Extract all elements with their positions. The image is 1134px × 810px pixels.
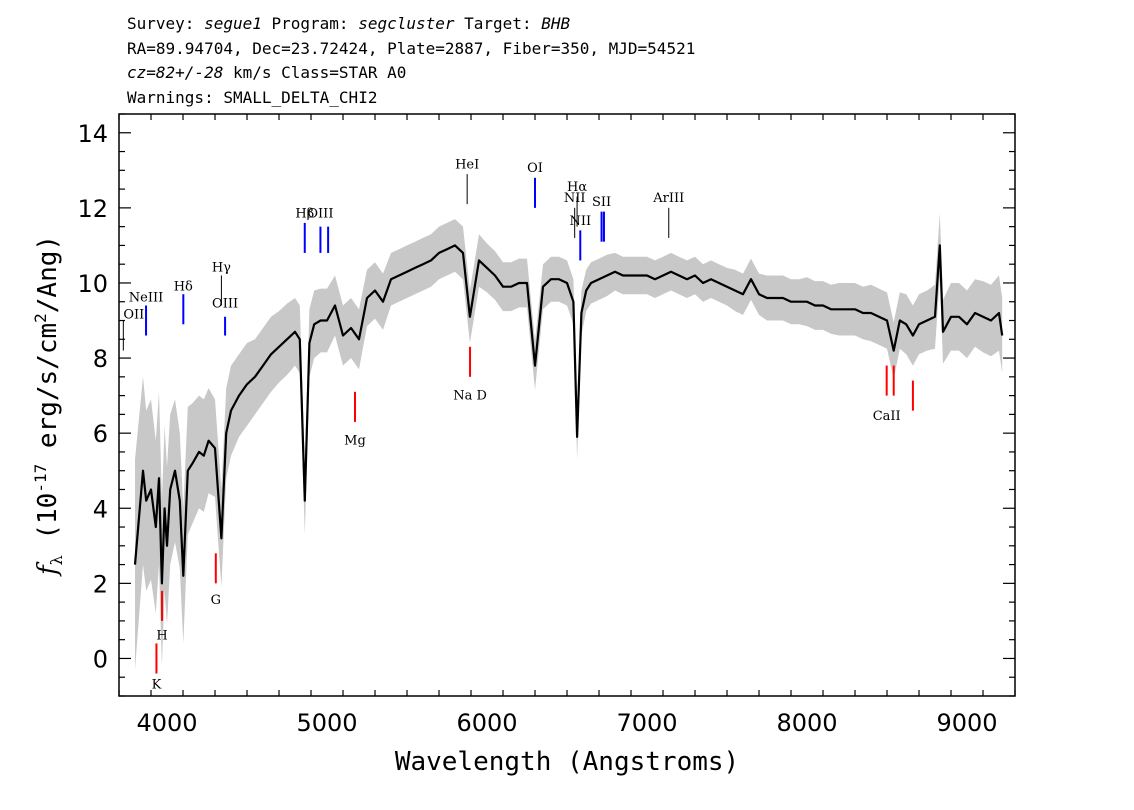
line-label-hγ: Hγ xyxy=(212,261,231,276)
y-axis-label-prefix xyxy=(33,540,63,556)
x-tick-label: 7000 xyxy=(616,709,677,737)
target-label: Target: xyxy=(454,14,542,33)
header-line-survey: Survey: segue1 Program: segcluster Targe… xyxy=(127,12,695,37)
y-tick-label: 2 xyxy=(93,570,108,598)
x-axis-label: Wavelength (Angstroms) xyxy=(395,747,739,777)
y-tick-label: 8 xyxy=(93,345,108,373)
line-label-na-d: Na D xyxy=(453,388,487,403)
y-axis-label-unit-a: (10 xyxy=(33,493,63,540)
y-axis-ticks: 0 2 4 6 8 10 12 14 xyxy=(77,113,1015,697)
line-label-ariii: ArIII xyxy=(652,191,684,206)
flux-series-line xyxy=(133,244,1004,585)
line-label-g: G xyxy=(211,593,221,608)
program-value: segcluster xyxy=(358,14,455,33)
x-tick-label: 5000 xyxy=(296,709,357,737)
line-label-mg: Mg xyxy=(344,433,366,448)
survey-label: Survey: xyxy=(127,14,205,33)
error-band-layer xyxy=(135,213,1003,670)
svg-text:fλ (10-17 erg/s/cm2/Ang): fλ (10-17 erg/s/cm2/Ang) xyxy=(31,235,66,577)
program-label: Program: xyxy=(261,14,359,33)
line-label-sii: SII xyxy=(592,195,611,210)
line-label-hβ: Hβ xyxy=(295,206,314,221)
x-tick-label: 4000 xyxy=(136,709,197,737)
line-label-oiii: OIII xyxy=(212,296,238,311)
y-axis-label-exp: -17 xyxy=(31,464,50,493)
line-label-hδ: Hδ xyxy=(174,279,193,294)
x-tick-label: 9000 xyxy=(936,709,997,737)
line-label-oiii: OIII xyxy=(307,206,333,221)
x-tick-label: 8000 xyxy=(776,709,837,737)
redshift-value: cz=82+/-28 xyxy=(127,63,224,82)
y-axis-symbol-sub: λ xyxy=(47,555,66,565)
x-axis-ticks: 4000 5000 6000 7000 8000 9000 xyxy=(118,114,1016,737)
line-label-nii: NII xyxy=(564,191,586,206)
y-axis-label-unit-b: erg/s/cm xyxy=(33,323,63,464)
y-tick-label: 12 xyxy=(77,195,108,223)
y-tick-label: 6 xyxy=(93,420,108,448)
line-label-oii: OII xyxy=(123,308,144,323)
flux-layer xyxy=(133,244,1004,585)
line-label-hα: Hα xyxy=(567,180,587,195)
y-tick-label: 0 xyxy=(93,645,108,673)
y-tick-label: 10 xyxy=(77,270,108,298)
target-value: BHB xyxy=(541,14,571,33)
line-label-neiii: NeIII xyxy=(129,291,163,306)
line-label-k: K xyxy=(152,677,162,692)
class-text: km/s Class=STAR A0 xyxy=(223,63,407,82)
x-tick-label: 6000 xyxy=(456,709,517,737)
header-line-warnings: Warnings: SMALL_DELTA_CHI2 xyxy=(127,87,378,107)
line-label-h: H xyxy=(156,629,167,644)
line-label-oi: OI xyxy=(527,161,543,176)
y-tick-label: 14 xyxy=(77,120,108,148)
y-axis-label: fλ (10-17 erg/s/cm2/Ang) xyxy=(31,235,66,577)
survey-value: segue1 xyxy=(204,14,262,33)
y-axis-label-exp2: 2 xyxy=(31,313,50,323)
y-axis-label-unit-c: /Ang) xyxy=(33,235,63,313)
spectrum-header: Survey: segue1 Program: segcluster Targe… xyxy=(127,12,695,110)
header-line-coordinates: RA=89.94704, Dec=23.72424, Plate=2887, F… xyxy=(127,38,696,58)
line-label-caii: CaII xyxy=(873,409,901,424)
error-band xyxy=(135,213,1003,670)
line-label-nii: NII xyxy=(569,214,591,229)
header-line-redshift: cz=82+/-28 km/s Class=STAR A0 xyxy=(127,61,695,86)
line-label-hei: HeI xyxy=(455,157,479,172)
y-tick-label: 4 xyxy=(93,495,108,523)
